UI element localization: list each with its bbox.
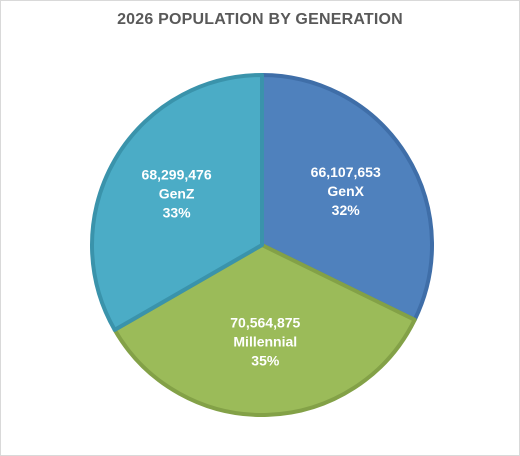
slice-value-label: 68,299,476 bbox=[142, 167, 212, 183]
slice-value-label: 66,107,653 bbox=[311, 164, 381, 180]
slice-label-genx: 66,107,653 GenX 32% bbox=[311, 164, 381, 218]
slice-percent-label: 35% bbox=[251, 353, 280, 369]
slice-name-label: GenX bbox=[327, 183, 364, 199]
pie-slice-genz bbox=[90, 73, 264, 332]
slice-name-label: GenZ bbox=[159, 186, 195, 202]
slice-percent-label: 33% bbox=[163, 205, 192, 221]
slice-value-label: 70,564,875 bbox=[230, 315, 300, 331]
slice-percent-label: 32% bbox=[332, 202, 361, 218]
chart-title: 2026 POPULATION BY GENERATION bbox=[117, 11, 403, 28]
slice-name-label: Millennial bbox=[233, 334, 297, 350]
slice-label-millennial: 70,564,875 Millennial 35% bbox=[230, 315, 300, 369]
slice-label-genz: 68,299,476 GenZ 33% bbox=[142, 167, 212, 221]
pie-slice-genx bbox=[260, 73, 434, 322]
